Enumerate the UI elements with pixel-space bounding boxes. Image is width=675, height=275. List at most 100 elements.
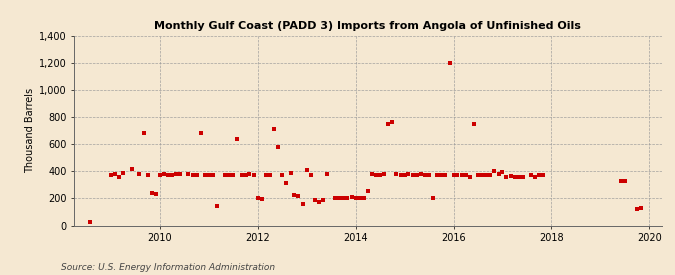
Point [497,170,508,174]
Point [391,172,402,176]
Point [334,196,345,200]
Point [256,197,267,201]
Point [525,172,536,177]
Point [151,192,161,197]
Title: Monthly Gulf Coast (PADD 3) Imports from Angola of Unfinished Oils: Monthly Gulf Coast (PADD 3) Imports from… [155,21,581,31]
Point [146,191,157,195]
Point [506,174,516,178]
Point [427,196,438,200]
Point [175,172,186,176]
Point [114,175,125,180]
Point [501,175,512,179]
Point [464,175,475,179]
Point [371,172,381,177]
Point [403,172,414,176]
Point [200,172,211,177]
Point [408,172,418,177]
Point [183,172,194,176]
Point [415,172,426,176]
Point [530,175,541,179]
Point [273,145,284,149]
Point [232,137,242,142]
Point [440,172,451,177]
Point [456,172,467,177]
Point [301,168,312,172]
Point [468,122,479,126]
Point [362,189,373,193]
Text: Source: U.S. Energy Information Administration: Source: U.S. Energy Information Administ… [61,263,275,272]
Point [277,172,288,177]
Point [472,172,483,177]
Point [191,172,202,177]
Point [481,173,491,178]
Point [313,200,324,204]
Point [281,181,292,186]
Point [126,167,137,171]
Point [224,172,235,177]
Point [636,206,647,210]
Point [109,172,120,176]
Point [538,172,549,177]
Point [350,196,361,200]
Point [269,126,279,131]
Point [396,172,406,177]
Point [195,131,206,136]
Point [228,173,239,178]
Point [85,220,96,224]
Point [305,172,316,177]
Point [383,122,394,126]
Point [248,172,259,177]
Point [477,172,487,177]
Y-axis label: Thousand Barrels: Thousand Barrels [25,88,34,173]
Point [346,195,357,199]
Point [518,175,529,179]
Point [285,171,296,175]
Point [513,175,524,179]
Point [261,172,271,177]
Point [354,196,365,200]
Point [163,172,173,177]
Point [485,172,495,177]
Point [155,172,165,177]
Point [142,173,153,178]
Point [379,172,389,176]
Point [322,172,333,176]
Point [489,169,500,174]
Point [171,172,182,176]
Point [298,202,308,207]
Point [134,172,144,176]
Point [367,172,377,176]
Point [187,172,198,177]
Point [460,172,471,177]
Point [358,196,369,200]
Point [432,172,443,177]
Point [411,172,423,177]
Point [534,172,545,177]
Point [240,172,251,177]
Point [399,172,410,177]
Point [138,131,149,136]
Point [342,196,353,200]
Point [289,193,300,197]
Point [207,172,218,177]
Point [632,207,643,211]
Point [338,196,349,200]
Point [420,173,431,178]
Point [317,198,328,203]
Point [387,120,398,125]
Point [310,198,321,203]
Point [265,172,275,177]
Point [105,172,116,177]
Point [244,172,255,176]
Point [509,175,520,179]
Point [117,170,128,175]
Point [444,61,455,65]
Point [212,204,223,208]
Point [448,172,459,177]
Point [375,172,385,177]
Point [424,172,435,177]
Point [452,173,463,178]
Point [219,172,230,177]
Point [620,179,630,184]
Point [252,196,263,200]
